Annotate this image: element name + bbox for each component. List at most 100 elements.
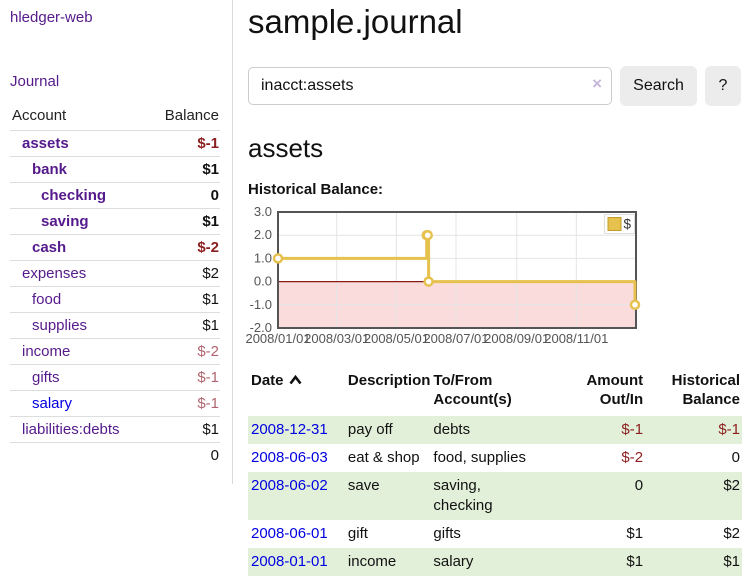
account-balance: $1 [148,157,220,183]
account-link[interactable]: expenses [10,265,86,282]
account-row: food $1 [10,287,220,313]
svg-text:0.0: 0.0 [254,274,272,289]
accounts-header-account: Account [10,103,148,131]
register-date-link[interactable]: 2008-06-01 [251,525,328,542]
account-row: expenses $2 [10,261,220,287]
register-row: 2008-06-02 savesaving, checking0$2 [248,472,742,520]
register-row: 2008-06-01 giftgifts$1$2 [248,520,742,548]
register-cell-description: gift [345,520,431,548]
accounts-header-balance: Balance [148,103,220,131]
register-cell-description: pay off [345,416,431,444]
register-cell-amount: $1 [545,548,645,576]
register-row: 2008-12-31pay offdebts$-1$-1 [248,416,742,444]
search-form: × Search ? [248,66,742,106]
account-link[interactable]: income [10,343,70,360]
account-link[interactable]: bank [10,161,67,178]
svg-text:3.0: 3.0 [254,204,272,219]
register-cell-balance: $2 [645,472,742,520]
account-link[interactable]: liabilities:debts [10,421,120,438]
account-link[interactable]: gifts [10,369,60,386]
account-link[interactable]: assets [10,135,69,152]
register-cell-accounts: food, supplies [430,444,545,472]
account-balance: $-1 [148,365,220,391]
accounts-total-row: 0 [10,443,220,469]
account-link[interactable]: checking [10,187,106,204]
account-row: liabilities:debts $1 [10,417,220,443]
register-date-link[interactable]: 2008-06-03 [251,449,328,466]
account-row: bank $1 [10,157,220,183]
balance-chart-svg: 3.02.01.00.0-1.0-2.02008/01/012008/03/01… [248,205,742,352]
account-link[interactable]: saving [10,213,89,230]
account-link[interactable]: supplies [10,317,87,334]
register-cell-accounts: gifts [430,520,545,548]
register-cell-accounts: saving, checking [430,472,545,520]
account-balance: $1 [148,287,220,313]
account-balance: $2 [148,261,220,287]
account-heading: assets [248,133,742,164]
register-cell-amount: $-2 [545,444,645,472]
account-balance: $-1 [148,391,220,417]
clear-search-icon[interactable]: × [592,75,602,92]
account-link[interactable]: cash [10,239,66,256]
account-row: cash$-2 [10,235,220,261]
svg-text:2008/11/01: 2008/11/01 [544,331,608,346]
account-balance: 0 [148,183,220,209]
account-row: checking 0 [10,183,220,209]
register-table: DateDescriptionTo/From Account(s)Amount … [248,367,742,576]
register-date-link[interactable]: 2008-06-02 [251,477,328,494]
svg-text:2.0: 2.0 [254,227,272,242]
account-balance: $1 [148,417,220,443]
account-balance: $-1 [148,131,220,157]
register-cell-description: save [345,472,431,520]
account-balance: $1 [148,313,220,339]
account-link[interactable]: salary [10,395,72,412]
register-row: 2008-06-03 eat & shopfood, supplies$-20 [248,444,742,472]
accounts-table: Account Balance assets $-1 bank $1 checking 0… [10,103,220,468]
register-cell-balance: 0 [645,444,742,472]
sidebar-item-journal[interactable]: Journal [10,73,220,90]
search-input[interactable] [248,67,612,105]
historical-balance-chart: 3.02.01.00.0-1.0-2.02008/01/012008/03/01… [248,205,742,352]
register-row: 2008-01-01incomesalary$1$1 [248,548,742,576]
app-brand-link[interactable]: hledger-web [10,9,220,26]
register-date-link[interactable]: 2008-01-01 [251,553,328,570]
register-header-cell: Description [345,367,431,416]
page-title: sample.journal [248,3,742,41]
svg-text:2008/09/01: 2008/09/01 [484,331,549,346]
svg-text:2008/03/01: 2008/03/01 [304,331,369,346]
account-row: gifts $-1 [10,365,220,391]
sort-asc-icon [289,375,302,385]
accounts-table-body: assets$-1bank$1checking0saving$1cash$-2e… [10,131,220,443]
register-header-cell[interactable]: Date [248,367,345,416]
register-header-cell: To/From Account(s) [430,367,545,416]
main-content: sample.journal × Search ? assets Histori… [248,0,742,576]
register-date-link[interactable]: 2008-12-31 [251,421,328,438]
register-cell-amount: 0 [545,472,645,520]
register-cell-description: income [345,548,431,576]
register-cell-balance: $2 [645,520,742,548]
help-button[interactable]: ? [705,66,741,106]
account-balance: $1 [148,209,220,235]
accounts-total-value: 0 [148,443,220,469]
account-row: salary $-1 [10,391,220,417]
chart-title: Historical Balance: [248,181,742,198]
register-cell-description: eat & shop [345,444,431,472]
account-link[interactable]: food [10,291,61,308]
register-cell-amount: $1 [545,520,645,548]
register-table-body: 2008-12-31pay offdebts$-1$-12008-06-03ea… [248,416,742,576]
register-cell-accounts: debts [430,416,545,444]
svg-text:-1.0: -1.0 [250,297,272,312]
register-header-row: DateDescriptionTo/From Account(s)Amount … [248,367,742,416]
svg-text:2008/07/01: 2008/07/01 [423,331,488,346]
account-balance: $-2 [148,339,220,365]
register-cell-amount: $-1 [545,416,645,444]
svg-text:$: $ [624,217,632,232]
svg-text:2008/05/01: 2008/05/01 [364,331,429,346]
account-row: income $-2 [10,339,220,365]
register-header-cell: Amount Out/In [545,367,645,416]
search-button[interactable]: Search [620,66,697,106]
svg-text:1.0: 1.0 [254,250,272,265]
register-header-cell: Historical Balance [645,367,742,416]
account-row: saving $1 [10,209,220,235]
register-cell-accounts: salary [430,548,545,576]
